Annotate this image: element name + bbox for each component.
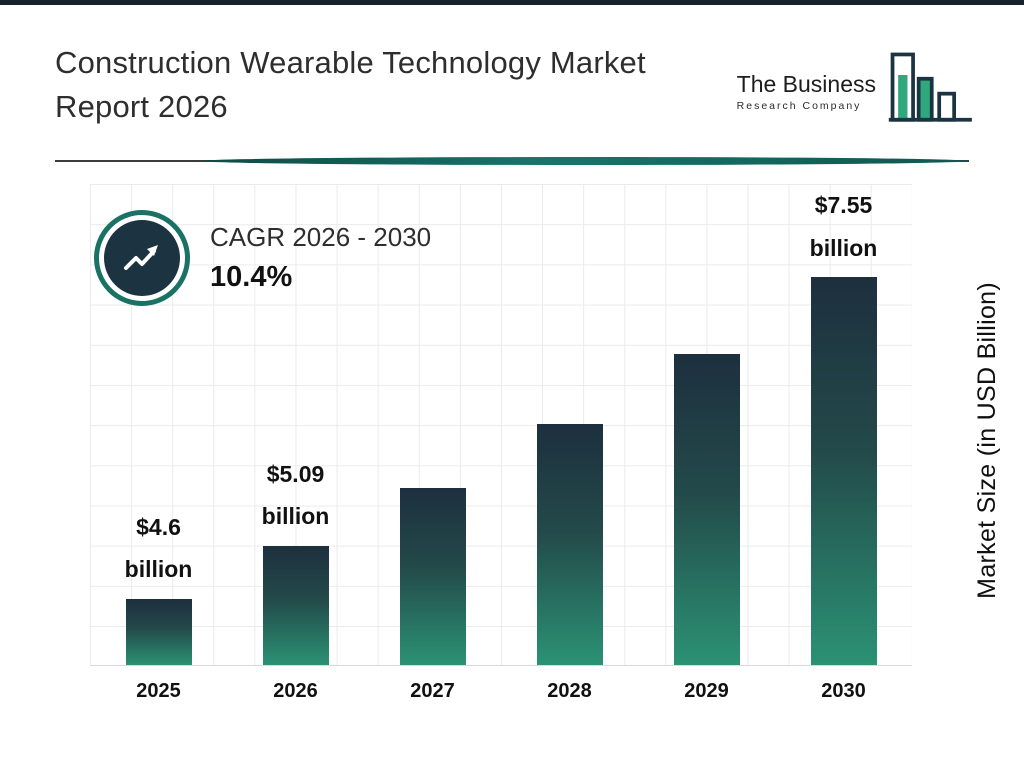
logo-text: The Business Research Company xyxy=(737,71,876,112)
x-axis-label-2025: 2025 xyxy=(136,680,181,702)
bar-slot-2029 xyxy=(638,184,775,665)
cagr-ring xyxy=(94,210,190,306)
title-divider xyxy=(55,156,969,166)
cagr-value: 10.4% xyxy=(210,261,293,293)
page-title-line1: Construction Wearable Technology Market xyxy=(55,45,646,80)
x-axis-label-2026: 2026 xyxy=(273,680,318,702)
bar-2030 xyxy=(810,277,877,665)
x-axis-labels: 2025 2026 2027 2028 2029 2030 xyxy=(90,680,912,703)
header: Construction Wearable Technology Market … xyxy=(0,5,1024,136)
bar-slot-2027 xyxy=(364,184,501,665)
bar-2028 xyxy=(536,424,603,665)
bar-slot-2030: $7.55 billion xyxy=(775,184,912,665)
trend-up-icon xyxy=(104,220,180,296)
y-axis-title: Market Size (in USD Billion) xyxy=(973,282,1001,599)
logo-name: The Business xyxy=(736,71,876,97)
bar-chart: CAGR 2026 - 2030 10.4% $4.6 billion $5.09 b… xyxy=(90,184,912,703)
x-axis-label-2027: 2027 xyxy=(410,680,455,702)
company-logo: The Business Research Company xyxy=(737,47,976,136)
bar-2029 xyxy=(673,354,740,665)
bar-slot-2028 xyxy=(501,184,638,665)
cagr-block: CAGR 2026 - 2030 10.4% xyxy=(94,210,431,306)
bar-value-label-2030: $7.55 billion xyxy=(809,192,878,261)
logo-subtitle: Research Company xyxy=(736,100,862,112)
bar-value-label-2026: $5.09 billion xyxy=(261,460,330,530)
bar-2025 xyxy=(125,599,192,665)
bar-2026 xyxy=(262,546,329,665)
bar-slot-2025: $4.6 billion xyxy=(90,184,227,665)
page-title: Construction Wearable Technology Market … xyxy=(55,41,646,129)
x-axis-label-2030: 2030 xyxy=(821,680,866,702)
bar-value-label-2025: $4.6 billion xyxy=(124,513,193,583)
x-axis-label-2028: 2028 xyxy=(547,680,592,702)
top-border xyxy=(0,0,1024,5)
divider-accent xyxy=(201,157,969,165)
cagr-label: CAGR 2026 - 2030 xyxy=(210,222,432,252)
bar-2027 xyxy=(399,488,466,665)
page-title-line2: Report 2026 xyxy=(55,89,228,125)
bar-slot-2026: $5.09 billion xyxy=(227,184,364,665)
cagr-text: CAGR 2026 - 2030 10.4% xyxy=(210,222,431,294)
bar-chart-logo-icon xyxy=(880,47,976,136)
plot-area: CAGR 2026 - 2030 10.4% $4.6 billion $5.09 b… xyxy=(90,184,912,666)
x-axis-label-2029: 2029 xyxy=(684,680,729,702)
